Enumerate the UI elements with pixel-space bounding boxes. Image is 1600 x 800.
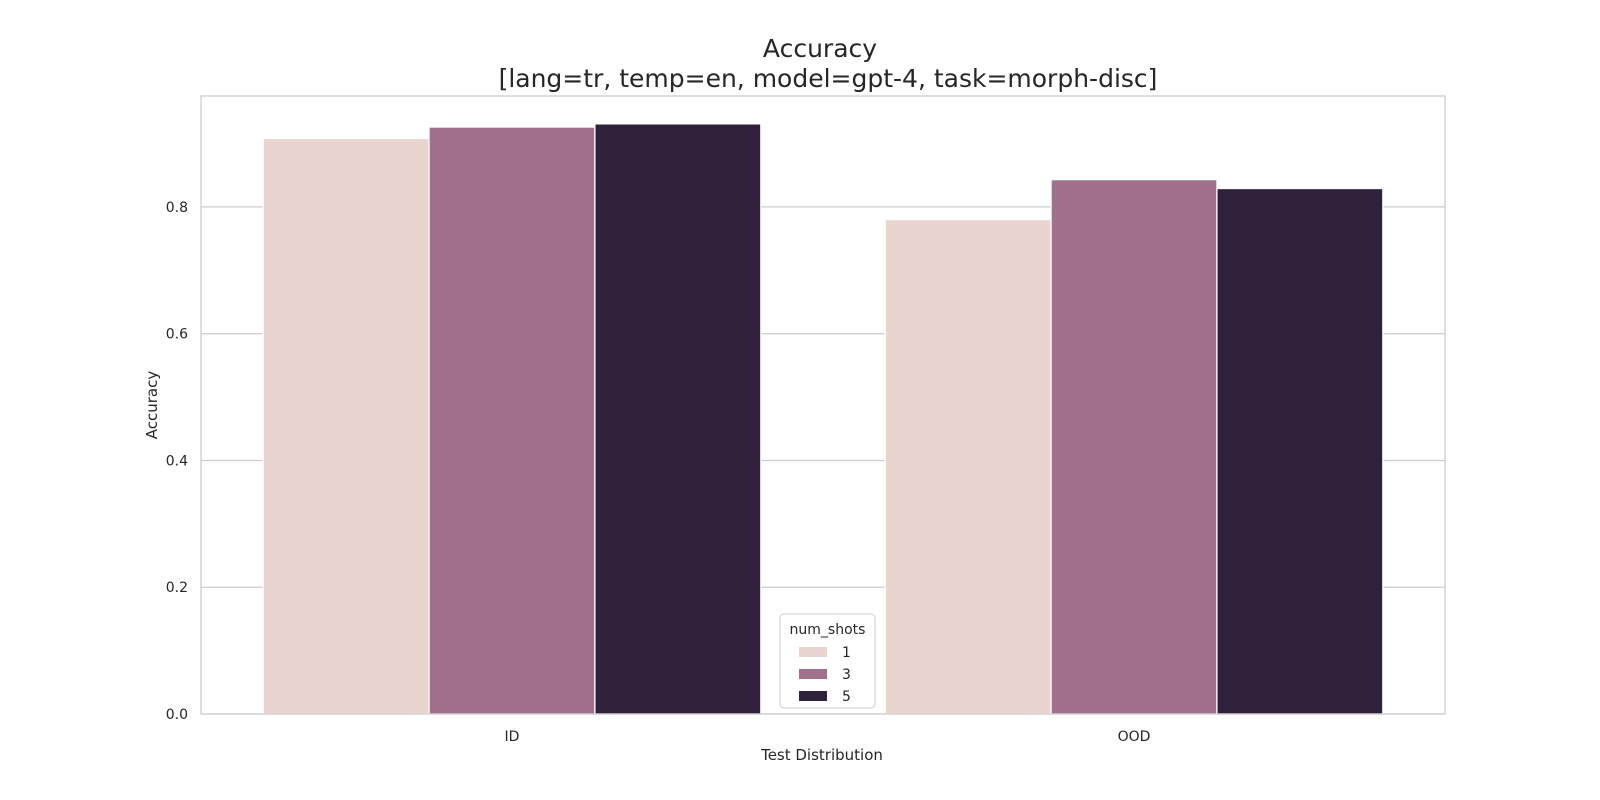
y-tick-label: 0.6 bbox=[166, 327, 188, 343]
legend-swatch-3 bbox=[799, 669, 827, 679]
bar-id-shots-5 bbox=[594, 123, 762, 715]
x-axis-label: Test Distribution bbox=[760, 746, 883, 764]
legend-box bbox=[779, 613, 876, 709]
x-tick-label: OOD bbox=[1118, 729, 1151, 745]
bars bbox=[262, 123, 1384, 715]
legend-label-3: 3 bbox=[842, 667, 851, 683]
y-tick-label: 0.8 bbox=[166, 200, 188, 216]
x-tick-label: ID bbox=[505, 729, 520, 745]
y-tick-label: 0.0 bbox=[166, 707, 188, 723]
bar-ood-shots-5 bbox=[1216, 187, 1384, 715]
legend-label-1: 1 bbox=[842, 645, 851, 661]
y-tick-label: 0.4 bbox=[166, 453, 188, 469]
legend-label-5: 5 bbox=[842, 689, 851, 705]
chart-title: Accuracy bbox=[763, 34, 877, 63]
bar-ood-shots-3 bbox=[1050, 179, 1218, 715]
chart-subtitle: [lang=tr, temp=en, model=gpt-4, task=mor… bbox=[499, 64, 1158, 93]
y-axis-label: Accuracy bbox=[143, 371, 161, 440]
bar-id-shots-1 bbox=[262, 137, 430, 715]
legend: num_shots 1 3 5 bbox=[779, 613, 876, 709]
bar-ood-shots-1 bbox=[884, 218, 1052, 715]
y-axis-ticks: 0.0 0.2 0.4 0.6 0.8 bbox=[166, 200, 188, 723]
legend-title: num_shots bbox=[790, 622, 866, 638]
y-tick-label: 0.2 bbox=[166, 580, 188, 596]
bar-id-shots-3 bbox=[428, 126, 596, 715]
legend-swatch-5 bbox=[799, 691, 827, 701]
x-axis-ticks: ID OOD bbox=[505, 729, 1151, 745]
legend-swatch-1 bbox=[799, 647, 827, 657]
plot-frame bbox=[200, 95, 1446, 715]
